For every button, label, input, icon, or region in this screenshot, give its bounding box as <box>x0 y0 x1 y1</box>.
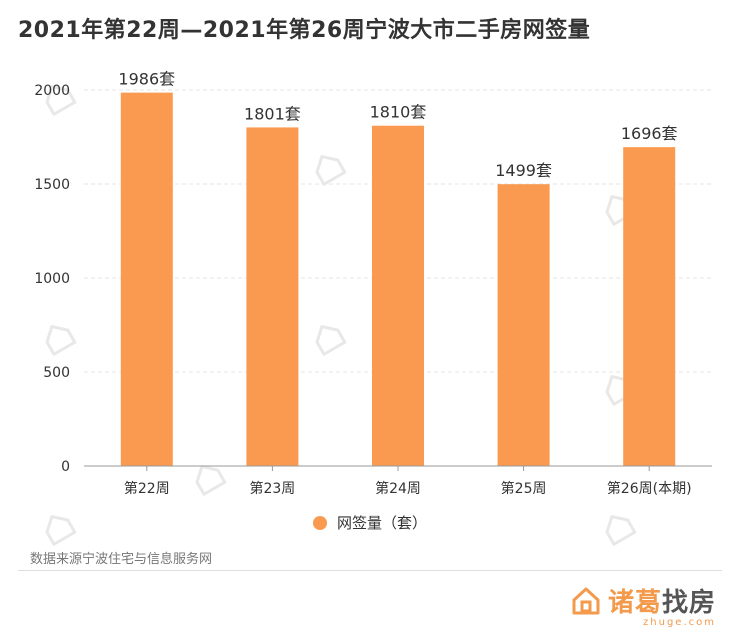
footer-divider <box>18 570 722 571</box>
brand-name: 诸葛找房 <box>607 588 716 618</box>
bar-value-label: 1696套 <box>621 124 678 143</box>
bar-value-label: 1801套 <box>244 104 301 123</box>
watermark-house-icon <box>315 325 347 356</box>
y-axis-ticks: 0 500 1000 1500 2000 <box>34 83 70 475</box>
bar-labels: 1986套 1801套 1810套 1499套 1696套 <box>118 70 677 181</box>
legend-swatch <box>312 516 327 530</box>
data-source-note: 数据来源宁波住宅与信息服务网 <box>30 552 213 567</box>
brand-domain: zhuge.com <box>643 617 716 628</box>
watermark-house-icon <box>315 155 347 186</box>
x-tick-label: 第24周 <box>375 480 421 497</box>
watermark-house-icon <box>605 515 637 546</box>
bar-value-label: 1499套 <box>495 161 552 180</box>
legend: 网签量（套） <box>0 512 740 533</box>
x-tick-label: 第22周 <box>124 480 170 497</box>
house-icon <box>572 587 600 614</box>
y-tick-label: 2000 <box>34 83 70 99</box>
x-axis-ticks: 第22周 第23周 第24周 第25周 第26周(本期) <box>124 466 692 497</box>
x-tick-label: 第25周 <box>501 480 547 497</box>
bar-value-label: 1986套 <box>118 70 175 89</box>
watermark-house-icon <box>45 515 77 546</box>
watermark-house-icon <box>45 85 77 116</box>
bar <box>120 92 173 466</box>
legend-label: 网签量（套） <box>336 514 427 532</box>
bar <box>372 125 424 466</box>
bar <box>246 127 299 467</box>
bar <box>623 147 676 467</box>
bars <box>120 92 676 467</box>
y-tick-label: 500 <box>43 365 70 381</box>
x-tick-label: 第26周(本期) <box>607 480 692 497</box>
y-tick-label: 1000 <box>34 271 70 287</box>
chart-title: 2021年第22周—2021年第26周宁波大市二手房网签量 <box>18 18 591 43</box>
brand-logo: 诸葛找房 zhuge.com <box>570 582 716 628</box>
x-tick-label: 第23周 <box>249 480 295 497</box>
y-tick-label: 0 <box>61 459 70 475</box>
watermark-house-icon <box>45 325 77 356</box>
bar <box>497 184 550 467</box>
y-tick-label: 1500 <box>34 177 70 193</box>
bar-value-label: 1810套 <box>370 103 427 122</box>
watermark-house-icon <box>195 465 227 496</box>
